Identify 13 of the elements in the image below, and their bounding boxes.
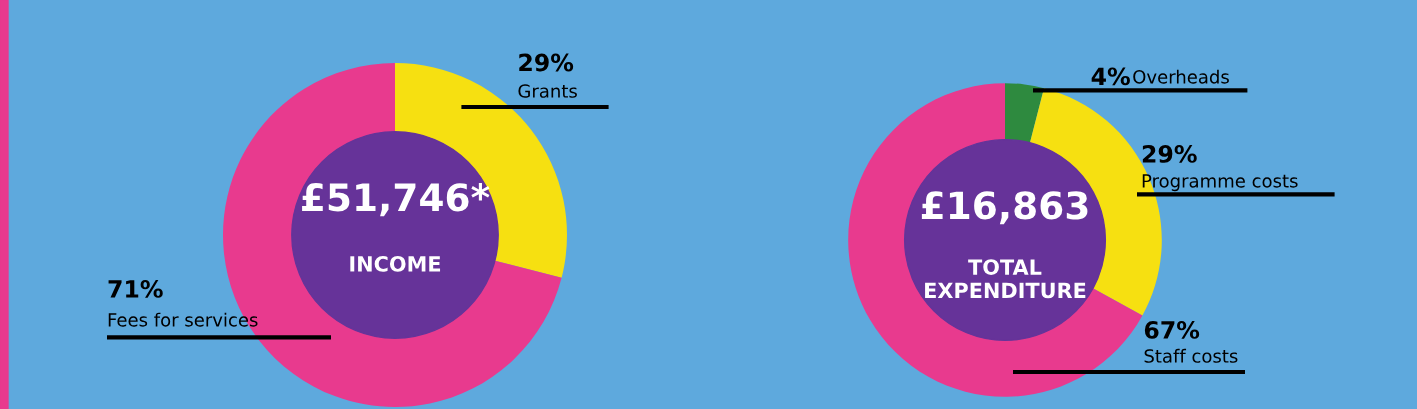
slice-label: Overheads <box>1133 69 1229 84</box>
text: INCOME <box>350 256 441 272</box>
data-label: 67% <box>1144 320 1200 339</box>
slice-label: Grants <box>518 84 577 98</box>
data-label: 4% <box>1091 67 1130 86</box>
donut-slice <box>1005 83 1044 143</box>
data-label: 71% <box>108 279 163 298</box>
text: £16,863 <box>921 191 1088 225</box>
text: TOTAL EXPENDITURE <box>925 259 1086 299</box>
slice-label: Staff costs <box>1144 348 1238 363</box>
text: £51,746* <box>302 183 490 217</box>
data-label: 29% <box>519 53 574 72</box>
data-label: 29% <box>1142 144 1197 163</box>
